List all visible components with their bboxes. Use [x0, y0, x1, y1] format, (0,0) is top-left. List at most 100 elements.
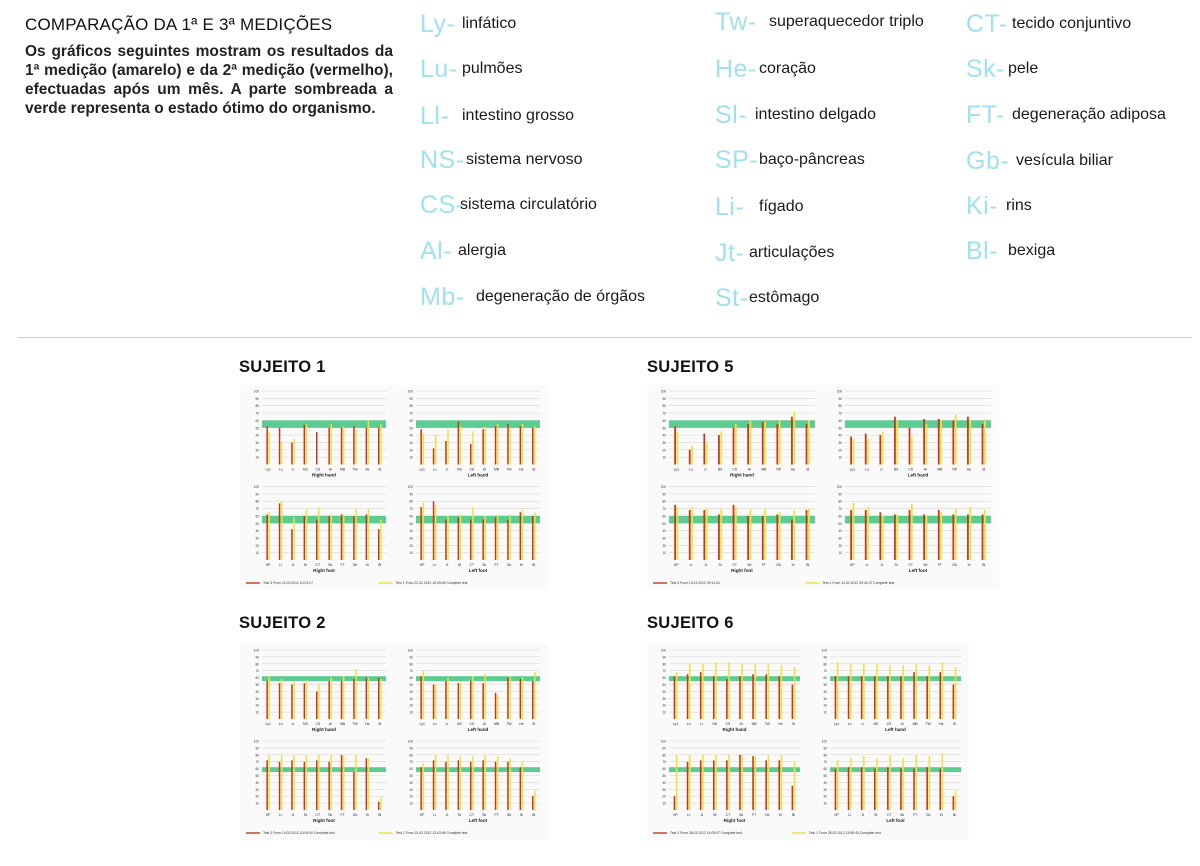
category-label: St [713, 813, 716, 817]
tick-label: 30 [409, 536, 413, 540]
category-label: Lu [689, 468, 693, 472]
tick-label: 100 [408, 390, 414, 394]
tick-label: 20 [409, 448, 413, 452]
category-label: Al [329, 722, 332, 726]
bar-test3 [519, 426, 522, 465]
legend-name: pele [1008, 60, 1039, 77]
category-label: SP [673, 813, 678, 817]
tick-label: 20 [409, 544, 413, 548]
bar-test3 [328, 515, 330, 560]
category-label: Ki [520, 813, 523, 817]
category-label: MB [752, 722, 758, 726]
bar-test1 [342, 676, 345, 719]
bar-test1 [754, 756, 757, 810]
optimal-band [262, 515, 386, 524]
bar-test3 [445, 440, 447, 465]
category-label: Li [866, 563, 869, 567]
bar-test1 [355, 754, 357, 810]
bar-test1 [754, 663, 757, 719]
panel-xlabel: Right foot [731, 568, 753, 573]
bar-test1 [688, 663, 691, 719]
bar-test3 [432, 760, 435, 810]
tick-label: 70 [662, 507, 666, 511]
bar-test1 [691, 446, 693, 465]
category-label: Gb [507, 813, 512, 817]
bar-test3 [887, 767, 889, 810]
bar-test1 [954, 667, 957, 719]
category-label: St [458, 563, 461, 567]
tick-label: 70 [838, 507, 842, 511]
bar-test3 [805, 424, 808, 465]
category-label: Jt [292, 813, 295, 817]
optimal-band [669, 676, 800, 682]
category-label: Ll [292, 722, 295, 726]
category-label: FT [913, 813, 917, 817]
category-label: CT [470, 563, 475, 567]
bar-test1 [984, 510, 986, 560]
bar-test3 [365, 427, 368, 465]
bar-test3 [445, 519, 447, 560]
category-label: Li [279, 813, 282, 817]
bar-test1 [896, 514, 899, 560]
category-label: He [365, 468, 369, 472]
bar-test1 [808, 420, 810, 465]
bar-test3 [365, 758, 368, 810]
bar-test1 [881, 431, 884, 465]
panel-xlabel: Left foot [469, 568, 488, 573]
bar-test3 [894, 416, 896, 465]
category-label: Jt [446, 813, 449, 817]
bar-test3 [739, 754, 741, 810]
tick-label: 70 [409, 760, 413, 764]
bar-test1 [767, 754, 770, 810]
tick-label: 70 [823, 760, 827, 764]
legend-name: linfático [462, 15, 517, 32]
category-label: Al [329, 468, 332, 472]
bar-test1 [318, 507, 320, 560]
legend-name: degeneração de órgãos [476, 288, 646, 305]
category-label: Ll [700, 722, 703, 726]
legend-abbreviation: Sk- [966, 55, 1005, 83]
category-label: MB [340, 468, 346, 472]
bar-test1 [342, 756, 345, 810]
tick-label: 20 [823, 704, 827, 708]
legend-test3-label: Test 3 From 22.03.2012 10:01:07 [263, 581, 313, 585]
tick-label: 40 [662, 781, 666, 785]
category-label: Ly1 [420, 722, 425, 726]
category-label: Sk [328, 563, 332, 567]
bar-test1 [280, 678, 283, 719]
bar-test3 [847, 767, 850, 810]
category-label: MB [494, 468, 500, 472]
bar-test3 [432, 448, 435, 465]
tick-label: 10 [409, 802, 413, 806]
tick-label: 90 [662, 746, 666, 750]
bar-test1 [720, 431, 723, 465]
tick-label: 80 [409, 404, 413, 408]
legend-abbreviation: Ly- [420, 10, 456, 38]
tick-label: 60 [838, 514, 842, 518]
category-label: NS [718, 468, 723, 472]
tick-label: 10 [255, 551, 259, 555]
bar-test1 [808, 508, 810, 560]
category-label: FT [762, 563, 766, 567]
bar-test3 [291, 760, 293, 810]
category-label: Bl [953, 813, 956, 817]
tick-label: 20 [838, 544, 842, 548]
bar-test3 [266, 681, 268, 719]
tick-label: 80 [409, 662, 413, 666]
category-label: FT [752, 813, 756, 817]
category-label: Sl [378, 468, 381, 472]
bar-test1 [268, 676, 270, 719]
bar-test3 [864, 433, 867, 465]
bar-test1 [268, 754, 270, 810]
bar-test3 [532, 796, 534, 810]
category-label: Li [279, 563, 282, 567]
tick-label: 10 [662, 551, 666, 555]
subject-2-title: SUJEITO 2 [239, 614, 326, 632]
tick-label: 70 [662, 760, 666, 764]
bar-test3 [864, 510, 867, 560]
tick-label: 80 [255, 662, 259, 666]
legend-test1-label: Test 1 From 28.02.2012 13:58:45 Complete… [809, 831, 881, 835]
bar-test1 [720, 508, 723, 560]
bar-test1 [496, 514, 499, 560]
bar-test3 [340, 514, 343, 560]
